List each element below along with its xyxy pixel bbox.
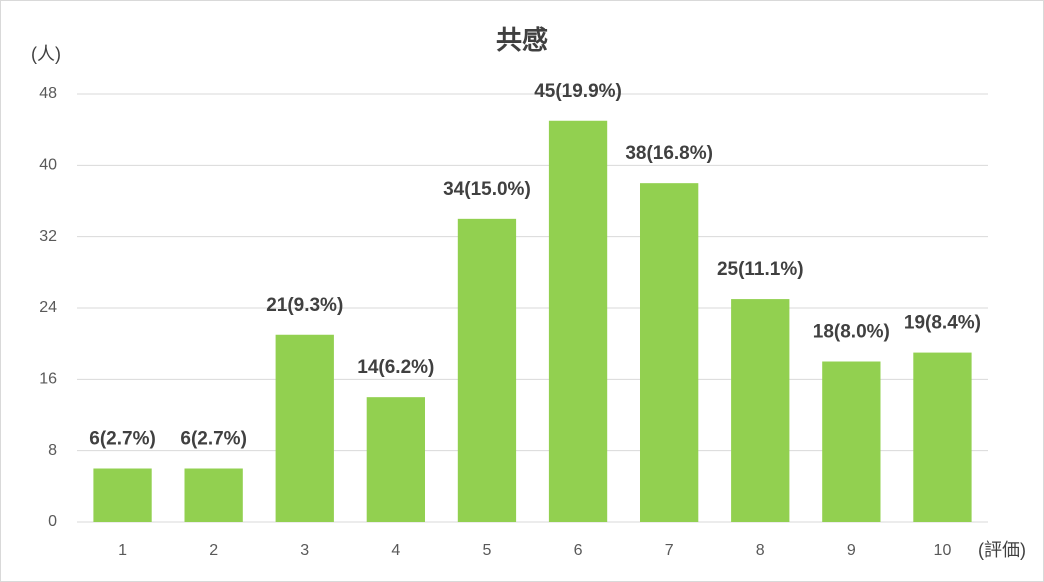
value-label: 6(2.7%) [89,429,156,450]
value-label: 14(6.2%) [357,357,434,378]
x-tick-label: 6 [574,542,583,559]
y-tick-label: 32 [39,228,57,245]
value-label: 34(15.0%) [443,179,531,200]
x-tick-label: 7 [665,542,674,559]
x-tick-label: 10 [934,542,952,559]
y-tick-label: 24 [39,299,57,316]
chart-title: 共感 [496,25,548,55]
value-label: 25(11.1%) [717,259,804,280]
bar [822,361,881,522]
x-tick-label: 2 [209,542,218,559]
bar [731,299,790,522]
bar [913,352,972,522]
value-label: 38(16.8%) [625,143,713,164]
bar [457,218,517,523]
bar [275,334,334,522]
x-tick-label: 9 [847,542,856,559]
bar [548,120,608,522]
value-label: 18(8.0%) [813,322,890,343]
x-axis-title: (評価) [978,540,1026,560]
value-label: 21(9.3%) [266,295,343,316]
value-label: 45(19.9%) [534,81,622,102]
x-tick-label: 5 [482,542,491,559]
value-label: 6(2.7%) [180,429,247,450]
y-tick-label: 40 [39,157,57,174]
bar [366,397,426,522]
x-tick-label: 3 [300,542,309,559]
y-axis-title: (人) [31,44,61,64]
y-tick-label: 16 [39,371,57,388]
y-tick-label: 0 [48,513,57,530]
x-tick-label: 1 [118,542,127,559]
y-tick-label: 8 [48,442,57,459]
y-tick-label: 48 [39,85,57,102]
value-label: 19(8.4%) [904,313,981,334]
x-tick-label: 8 [756,542,765,559]
x-tick-label: 4 [391,542,400,559]
bar [93,468,152,522]
bar [639,183,699,522]
bar [184,468,243,522]
